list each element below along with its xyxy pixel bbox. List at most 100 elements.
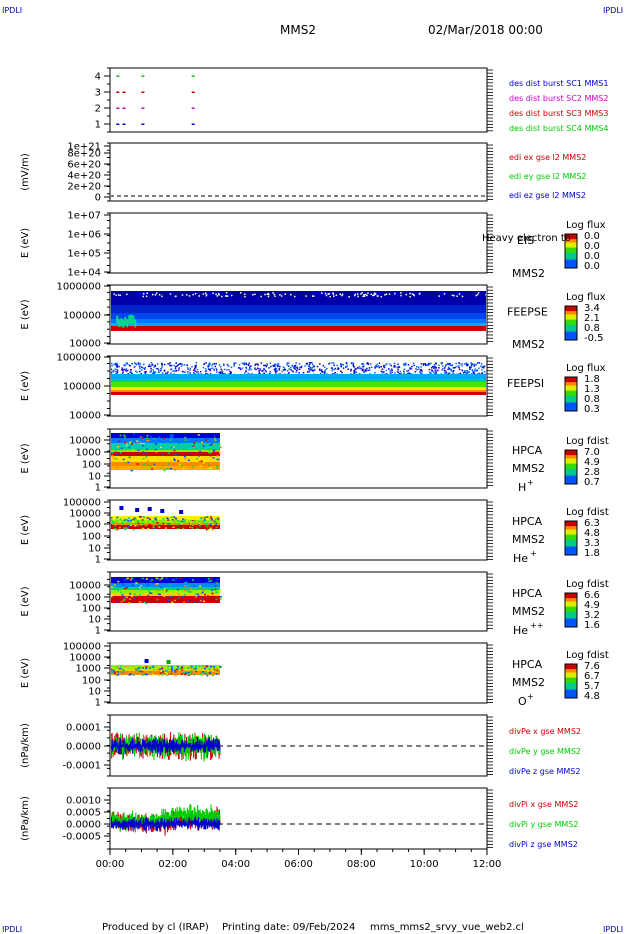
- sparse-counts: [464, 370, 466, 372]
- count-speckle: [208, 467, 211, 470]
- sparse-counts: [122, 371, 124, 373]
- burst-mark-1-1: [122, 123, 126, 125]
- y-axis-label: E (eV): [20, 443, 31, 473]
- count-speckle: [196, 593, 199, 595]
- sparse-counts: [205, 370, 207, 372]
- count-speckle: [213, 587, 216, 590]
- speckle: [158, 293, 161, 296]
- sparse-counts: [445, 372, 448, 374]
- sparse-counts: [177, 364, 179, 366]
- energy-band-6: [111, 452, 220, 456]
- count-speckle: [111, 586, 114, 589]
- sparse-counts: [245, 366, 247, 369]
- speckle: [388, 293, 391, 295]
- energy-band-3: [111, 525, 220, 529]
- sparse-counts: [209, 363, 211, 365]
- sparse-counts: [450, 368, 452, 370]
- count-speckle: [174, 674, 177, 677]
- sparse-counts: [311, 362, 313, 364]
- speckle: [161, 295, 163, 298]
- count-speckle: [206, 525, 209, 528]
- plot-area-hpca-o: [111, 659, 222, 677]
- colorbar-segment: [565, 395, 577, 398]
- colorbar-segment: [565, 306, 577, 309]
- count-speckle: [129, 519, 132, 522]
- colorbar-title: Log fdist: [566, 507, 609, 518]
- sparse-counts: [389, 363, 391, 365]
- y-tick-label: 10: [88, 544, 101, 555]
- count-speckle: [202, 521, 205, 523]
- count-speckle: [217, 518, 220, 520]
- energy-band-2: [111, 443, 220, 450]
- sparse-counts: [151, 364, 153, 366]
- speckle: [384, 294, 386, 296]
- count-speckle: [131, 589, 134, 591]
- corner-mark-tl: IPDLI: [2, 6, 22, 15]
- count-speckle: [162, 437, 165, 440]
- early-feature: [122, 319, 125, 328]
- count-speckle: [121, 522, 124, 524]
- count-speckle: [185, 672, 188, 674]
- y-tick-label: 0.0005: [66, 808, 101, 819]
- count-speckle: [166, 673, 169, 675]
- sparse-counts: [196, 371, 198, 373]
- species-label: Heavy electron to: [482, 233, 571, 244]
- sparse-counts: [481, 366, 484, 369]
- count-speckle: [175, 673, 178, 676]
- sparse-counts: [387, 368, 390, 370]
- count-speckle: [126, 577, 129, 580]
- sparse-counts: [114, 368, 117, 370]
- sparse-counts: [296, 366, 298, 369]
- sparse-counts: [350, 369, 352, 372]
- speckle: [475, 294, 478, 297]
- sparse-counts: [155, 367, 158, 370]
- sparse-counts: [142, 363, 145, 366]
- colorbar-segment: [565, 669, 577, 672]
- colorbar-segment: [565, 405, 577, 408]
- speckle: [151, 293, 154, 296]
- sparse-counts: [264, 369, 267, 372]
- energy-band-5: [111, 596, 220, 603]
- corner-mark-br: IPDLI: [603, 925, 623, 934]
- count-speckle: [195, 440, 198, 442]
- sparse-counts: [115, 363, 117, 365]
- colorbar-segment: [565, 338, 577, 341]
- sparse-counts: [223, 368, 226, 371]
- sparse-counts: [274, 369, 276, 371]
- sparse-counts: [149, 365, 152, 368]
- count-speckle: [208, 580, 211, 582]
- count-speckle: [120, 600, 123, 603]
- y-tick-label: 10000: [69, 509, 101, 520]
- sparse-counts: [290, 369, 292, 371]
- energy-band-1: [111, 379, 486, 382]
- count-speckle: [148, 523, 151, 526]
- y-tick-label: 2e+20: [67, 182, 101, 193]
- sparse-counts: [263, 372, 266, 375]
- sparse-counts: [298, 372, 300, 374]
- sparse-counts: [353, 371, 355, 373]
- sparse-counts: [268, 367, 270, 369]
- sparse-counts: [353, 370, 355, 372]
- count-speckle: [168, 672, 171, 675]
- count-speckle: [204, 671, 207, 673]
- isolated-count-1: [135, 508, 140, 512]
- sparse-counts: [205, 362, 207, 364]
- corner-mark-tr: IPDLI: [603, 6, 623, 15]
- sparse-counts: [181, 363, 184, 366]
- speckle: [405, 293, 407, 296]
- sparse-counts: [444, 367, 446, 369]
- energy-band-2: [111, 313, 486, 319]
- count-speckle: [115, 450, 118, 452]
- colorbar-title: Log fdist: [566, 579, 609, 590]
- count-speckle: [161, 667, 164, 669]
- sparse-counts: [458, 362, 460, 364]
- sparse-counts: [324, 369, 327, 371]
- sparse-counts: [353, 368, 356, 371]
- colorbar-segment: [565, 696, 577, 699]
- sparse-counts: [483, 365, 486, 367]
- count-speckle: [181, 595, 184, 598]
- sparse-counts: [311, 368, 313, 371]
